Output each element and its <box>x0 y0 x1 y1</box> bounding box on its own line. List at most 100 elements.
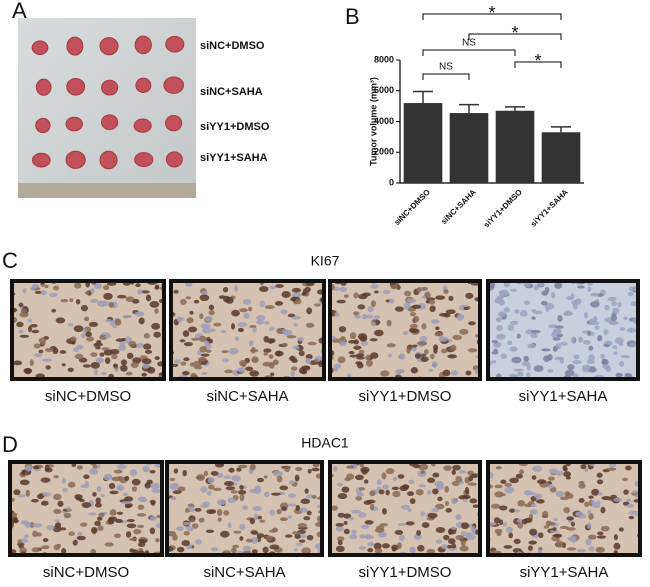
nucleus <box>200 486 208 493</box>
tumor <box>134 35 152 55</box>
nucleus <box>553 533 563 538</box>
nucleus <box>527 545 533 551</box>
nucleus <box>392 490 401 498</box>
nucleus <box>27 325 33 333</box>
nucleus <box>122 492 129 497</box>
nucleus <box>284 465 291 473</box>
nucleus <box>198 517 205 523</box>
nucleus <box>563 506 570 514</box>
nucleus <box>406 298 417 303</box>
nucleus <box>153 331 161 338</box>
nucleus <box>389 298 395 304</box>
nucleus <box>276 475 283 483</box>
nucleus <box>318 360 324 368</box>
nucleus <box>104 357 111 364</box>
nucleus <box>113 469 123 474</box>
nucleus <box>399 485 409 492</box>
nucleus <box>349 354 359 358</box>
nucleus <box>491 360 497 364</box>
nucleus <box>510 288 518 292</box>
nucleus <box>124 475 130 482</box>
nucleus <box>116 485 125 491</box>
nucleus <box>598 492 603 496</box>
bar <box>403 103 443 183</box>
nucleus <box>306 534 314 541</box>
nucleus <box>184 508 190 513</box>
nucleus <box>420 470 425 475</box>
nucleus <box>45 365 51 370</box>
nucleus <box>601 358 608 364</box>
nucleus <box>364 535 375 539</box>
nucleus <box>357 304 366 310</box>
nucleus <box>513 368 524 372</box>
nucleus <box>129 469 138 477</box>
nucleus <box>232 544 240 549</box>
nucleus <box>145 294 152 302</box>
nucleus <box>516 518 523 523</box>
nucleus <box>394 529 404 535</box>
nucleus <box>103 285 110 291</box>
nucleus <box>409 546 416 552</box>
nucleus <box>364 520 374 525</box>
nucleus <box>93 342 103 347</box>
nucleus <box>541 510 549 518</box>
nucleus <box>491 339 498 344</box>
nucleus <box>61 547 67 555</box>
nucleus <box>295 466 303 472</box>
nucleus <box>397 523 407 527</box>
nucleus <box>74 353 84 360</box>
nucleus <box>53 544 60 551</box>
nucleus <box>202 501 211 507</box>
tumor <box>35 78 52 96</box>
nucleus <box>597 531 604 536</box>
nucleus <box>293 323 299 327</box>
nucleus <box>176 546 185 553</box>
nucleus <box>134 311 145 317</box>
nucleus <box>584 501 590 507</box>
nucleus <box>108 302 115 308</box>
nucleus <box>306 510 312 516</box>
nucleus <box>353 292 359 299</box>
nucleus <box>242 505 249 511</box>
nucleus <box>111 354 118 360</box>
nucleus <box>533 493 543 499</box>
nucleus <box>149 301 160 308</box>
nucleus <box>180 298 187 306</box>
nucleus <box>137 504 145 510</box>
nucleus <box>626 503 635 508</box>
nucleus <box>116 476 124 480</box>
nucleus <box>460 522 470 530</box>
nucleus <box>251 530 259 535</box>
nucleus <box>126 519 135 523</box>
nucleus <box>572 360 582 365</box>
nucleus <box>188 326 198 333</box>
nucleus <box>18 329 24 334</box>
nucleus <box>374 290 379 294</box>
nucleus <box>40 500 49 506</box>
nucleus <box>54 519 60 523</box>
nucleus <box>448 295 454 301</box>
nucleus <box>80 522 88 527</box>
nucleus <box>336 299 346 304</box>
nucleus <box>587 510 592 515</box>
nucleus <box>93 283 103 290</box>
nucleus <box>282 342 288 347</box>
nucleus <box>439 313 448 317</box>
nucleus <box>67 481 76 488</box>
nucleus <box>275 284 284 288</box>
nucleus <box>514 509 520 513</box>
nucleus <box>613 497 623 502</box>
nucleus <box>407 508 412 512</box>
nucleus <box>533 365 544 372</box>
nucleus <box>551 331 559 338</box>
nucleus <box>551 291 556 299</box>
nucleus <box>203 470 209 477</box>
nucleus <box>602 365 607 369</box>
nucleus <box>208 304 215 311</box>
nucleus <box>179 339 186 343</box>
panel-letter: A <box>12 0 27 23</box>
nucleus <box>351 509 361 514</box>
tumor <box>101 114 119 131</box>
nucleus <box>564 493 574 500</box>
tumor <box>65 150 86 169</box>
